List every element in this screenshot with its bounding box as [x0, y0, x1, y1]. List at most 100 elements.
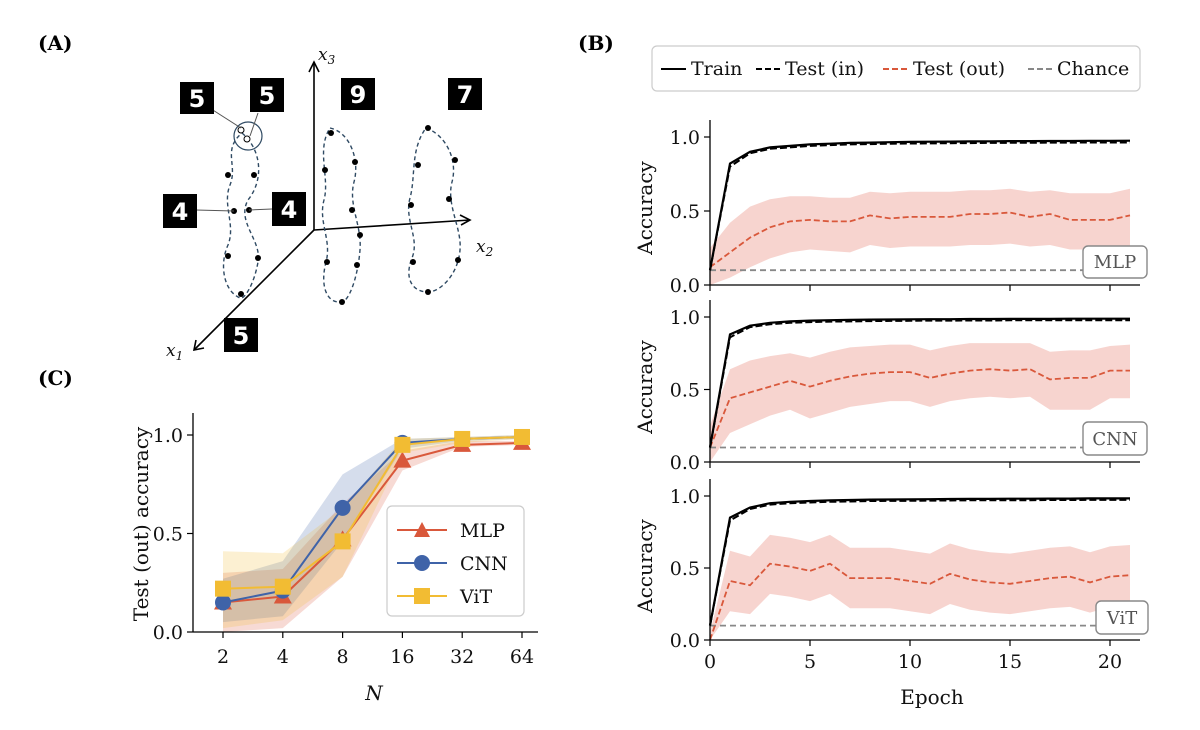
- y-tick-label: 0.5: [670, 201, 700, 223]
- panel-label-a: (A): [38, 31, 72, 55]
- x-tick-label: 2: [217, 646, 229, 668]
- model-tag-box: [1082, 421, 1148, 456]
- manifold-point: [415, 162, 421, 168]
- model-tag-box: [1082, 245, 1148, 279]
- y-tick-label: 0.5: [670, 380, 700, 402]
- mlp-confidence-band: [223, 440, 522, 632]
- digit-glyph: 9: [350, 81, 367, 109]
- zoom-circle: [233, 121, 263, 151]
- x2-label: x2: [476, 237, 493, 259]
- series-lines: [708, 139, 1131, 272]
- digit-thumbnail: [180, 82, 214, 114]
- legend-label-cnn: CNN: [460, 553, 508, 575]
- panel-label-c: (C): [38, 366, 73, 390]
- manifold-point: [425, 125, 431, 131]
- axes: [192, 413, 538, 633]
- digit-thumbnail: [448, 78, 482, 110]
- manifold-point: [354, 262, 360, 268]
- digit-glyph: 5: [233, 322, 250, 350]
- mlp-point: [393, 451, 412, 468]
- manifold-schematic: x3 x2 x1: [163, 45, 493, 363]
- vit-point: [514, 428, 530, 445]
- y-tick-label: 0.0: [153, 622, 183, 644]
- model-tag-mlp: MLP: [1094, 252, 1137, 273]
- legend-label-train: Train: [691, 58, 742, 80]
- vit-point: [274, 578, 291, 595]
- legend-label-test-in: Test (in): [785, 58, 864, 80]
- manifold-point: [238, 291, 244, 297]
- manifold-point: [322, 167, 328, 173]
- vit-confidence-band: [223, 435, 522, 629]
- subplot-mlp: 0.0 0.5 1.0 Accuracy MLP: [633, 120, 1148, 297]
- x-tick-label: 64: [510, 646, 534, 668]
- connector-line: [195, 209, 235, 212]
- y-tick-label: 0.0: [670, 452, 700, 474]
- legend-marker-vit: [414, 588, 430, 604]
- panel-c-plot: 0.0 0.5 1.0 2 4 8 16 32 64 Test (out) accuracy N…: [129, 413, 538, 705]
- test-out-band: [710, 343, 1130, 462]
- digit-thumbnail: [272, 192, 306, 226]
- train-line: [708, 497, 1130, 626]
- panel-label-b: (B): [578, 31, 614, 55]
- ticks: 0.0 0.5 1.0: [670, 307, 1111, 474]
- x-tick-label: 15: [998, 651, 1022, 673]
- vit-point: [215, 580, 231, 597]
- manifold-points: [225, 125, 461, 305]
- x-tick-label: 5: [804, 651, 816, 673]
- vit-point: [454, 430, 471, 447]
- manifold-point: [324, 259, 330, 265]
- x1-label: x1: [166, 341, 183, 363]
- manifold-point: [452, 157, 458, 163]
- vit-point: [394, 436, 411, 453]
- legend-label-vit: ViT: [459, 586, 492, 608]
- zoom-point: [243, 135, 251, 143]
- y-axis-title: Accuracy: [633, 339, 657, 434]
- test-in-line: [709, 141, 1130, 271]
- x3-arrowhead: [308, 60, 320, 73]
- model-tag-box: [1095, 600, 1149, 635]
- y-tick-label: 0.0: [670, 630, 700, 652]
- y-tick-label: 1.0: [670, 486, 700, 508]
- test-out-line: [709, 562, 1131, 641]
- digit-glyph: 7: [457, 81, 474, 109]
- x-tick-label: 0: [704, 651, 716, 673]
- legend-marker-mlp: [414, 522, 430, 537]
- model-tag-vit: ViT: [1106, 608, 1137, 629]
- test-out-confidence-band: [710, 188, 1130, 285]
- mlp-line: [222, 441, 523, 604]
- x1-arrowhead: [192, 339, 205, 352]
- y-axis-title: Test (out) accuracy: [129, 426, 153, 621]
- ticks: 0.0 0.5 1.0 2 4 8 16 32 64: [153, 425, 534, 668]
- manifold-point: [255, 255, 261, 261]
- legend-label-mlp: MLP: [460, 520, 505, 542]
- test-out-line: [709, 368, 1130, 448]
- y-axis-title: Accuracy: [633, 160, 657, 255]
- digit-thumbnail: [224, 318, 258, 352]
- y-tick-label: 1.0: [153, 425, 183, 447]
- digit-glyph: 5: [259, 82, 276, 110]
- x2-arrowhead: [459, 214, 472, 226]
- y-tick-label: 1.0: [670, 307, 700, 329]
- y-tick-label: 0.5: [153, 524, 183, 546]
- train-line: [708, 139, 1131, 271]
- test-out-band: [710, 188, 1130, 285]
- series-lines: [708, 497, 1131, 641]
- y-tick-label: 0.5: [670, 558, 700, 580]
- x2-axis: [313, 219, 471, 231]
- legend-panel-c: MLP CNN ViT: [386, 505, 525, 617]
- y-tick-label: 0.0: [670, 275, 700, 297]
- test-out-band: [710, 534, 1130, 640]
- digit-thumbnail: [250, 78, 284, 112]
- subplot-cnn: 0.0 0.5 1.0 Accuracy CNN: [633, 300, 1148, 474]
- legend-panel-b: Train Test (in) Test (out) Chance: [651, 45, 1141, 92]
- vit-line: [222, 436, 523, 590]
- x-tick-label: 32: [450, 646, 474, 668]
- series-lines: [222, 436, 523, 604]
- manifold-loop-9: [321, 127, 361, 303]
- x-tick-label: 8: [337, 646, 349, 668]
- axes: [709, 479, 1140, 641]
- manifold-point: [352, 159, 358, 165]
- train-line: [708, 317, 1130, 448]
- y-axis-title: Accuracy: [633, 518, 657, 613]
- x-axis-title: N: [364, 681, 384, 705]
